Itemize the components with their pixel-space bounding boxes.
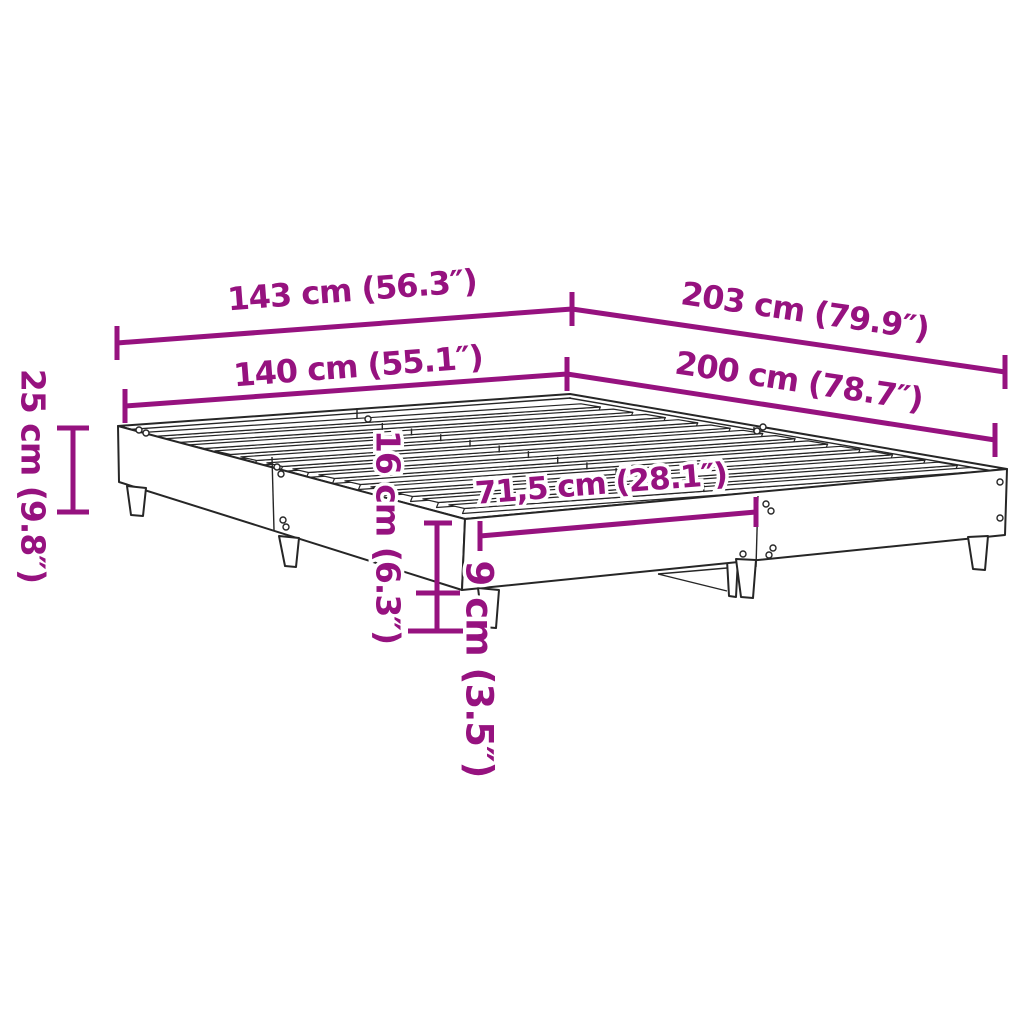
slat (396, 456, 926, 498)
dim-width-inner-label: 140 cm (55.1″) (232, 338, 484, 395)
dim-frame-height-label: 16 cm (6.3″) (369, 430, 408, 644)
dim-line-length-inner (566, 371, 998, 457)
center-rail-bottom-edge (657, 573, 728, 592)
slat (370, 451, 894, 492)
slat (240, 424, 731, 462)
slat (292, 435, 796, 474)
bed-front-panel (461, 468, 1008, 591)
bed-leg-front-mid (735, 558, 757, 599)
center-rail-top-edge (657, 567, 728, 575)
slat (318, 440, 829, 480)
slats (136, 403, 991, 515)
right-rail-inner-edge (568, 397, 1006, 474)
dim-line-frame-and-clearance (408, 520, 466, 634)
dim-clearance-label: 9 cm (3.5″) (458, 561, 501, 778)
bed-frame-drawing (117, 393, 1008, 629)
bed-leg-right-corner (967, 535, 989, 571)
bed-leg-left-mid (278, 535, 300, 568)
dim-length-outer-label: 203 cm (79.9″) (679, 274, 932, 348)
screw-holes (135, 415, 1004, 559)
back-rail-inner-edge (121, 397, 572, 431)
bed-leg-front-corner (477, 587, 500, 629)
slat (214, 419, 699, 456)
dimension-lines (57, 292, 1008, 634)
slat (344, 445, 861, 486)
dim-line-total-height (57, 425, 89, 515)
dim-line-length-outer (571, 306, 1008, 389)
left-panel-seam (271, 456, 275, 531)
slat (422, 461, 959, 504)
bed-leg-left-corner (126, 485, 147, 517)
dim-width-outer-label: 143 cm (56.3″) (226, 262, 478, 319)
dim-line-slat-section (477, 497, 759, 551)
dim-total-height-label: 25 cm (9.8″) (14, 369, 53, 583)
